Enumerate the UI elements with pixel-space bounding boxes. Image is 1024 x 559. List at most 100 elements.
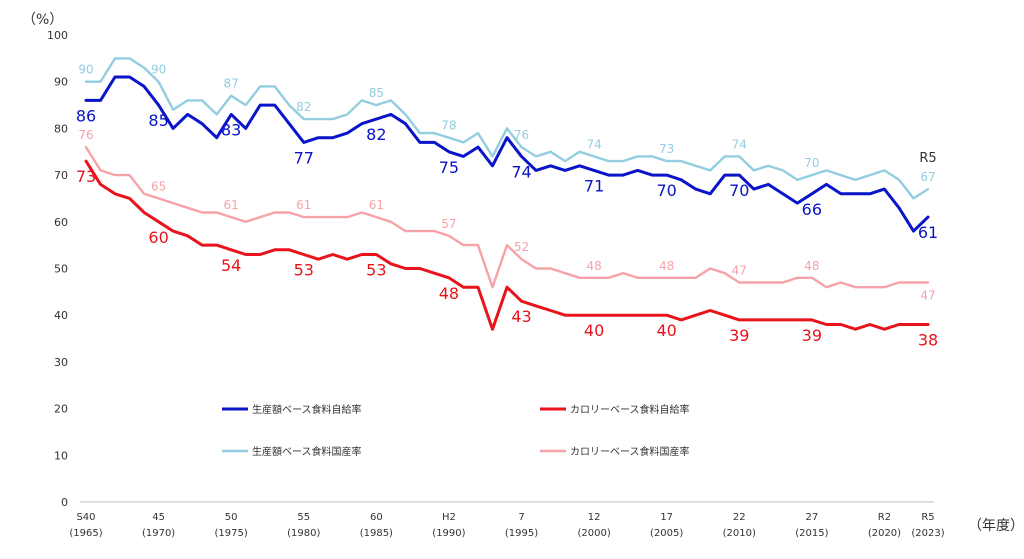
- legend-label: 生産額ベース食料自給率: [252, 403, 362, 416]
- axes: 0 10 20 30 40 50 60 70 80 90 100 S40 (1965) 45 (1970) 5…: [47, 29, 945, 539]
- x-tick-era-label: 7: [518, 512, 524, 523]
- x-tick-era-label: H2: [442, 512, 456, 523]
- series-lines: [84, 57, 930, 331]
- y-tick-label: 10: [54, 449, 68, 462]
- data-label: 77: [294, 148, 314, 167]
- legend-label: カロリーベース食料自給率: [570, 403, 690, 416]
- y-tick-label: 40: [54, 309, 68, 322]
- data-label: 38: [918, 331, 938, 350]
- data-label: 70: [804, 156, 819, 170]
- data-label: 76: [514, 128, 529, 142]
- data-label: 71: [584, 176, 604, 195]
- x-tick-year-label: (1970): [142, 528, 175, 539]
- data-label: 85: [369, 86, 384, 100]
- x-tick-era-label: 45: [152, 512, 165, 523]
- data-label: 53: [366, 260, 386, 279]
- data-label: 87: [224, 77, 239, 91]
- data-label: 82: [296, 100, 311, 114]
- data-label: 74: [732, 137, 747, 151]
- data-label: 70: [729, 181, 749, 200]
- y-tick-label: 20: [54, 403, 68, 416]
- x-tick-era-label: 12: [588, 512, 601, 523]
- data-label: 61: [918, 223, 938, 242]
- x-tick-year-label: (2005): [650, 528, 683, 539]
- x-tick-era-label: 27: [805, 512, 818, 523]
- data-label: 74: [586, 137, 601, 151]
- data-label: 70: [657, 181, 677, 200]
- x-tick-era-label: R5: [921, 512, 934, 523]
- data-label: 53: [294, 260, 314, 279]
- data-label: 57: [441, 217, 456, 231]
- data-label: 75: [439, 158, 459, 177]
- legend-label: カロリーベース食料国産率: [570, 445, 690, 458]
- x-tick-year-label: (1995): [505, 528, 538, 539]
- data-label: 52: [514, 240, 529, 254]
- end-year-label: R5: [919, 151, 936, 166]
- data-label: 76: [78, 128, 93, 142]
- data-label: 74: [511, 162, 531, 181]
- data-label: 40: [657, 321, 677, 340]
- y-tick-label: 90: [54, 76, 68, 89]
- series-line-3: [84, 159, 930, 331]
- data-labels: 90 90 87 82 85 78 76 74 73 74 70 67 86 85 83 77 82 75 74 71…: [76, 63, 938, 350]
- x-tick-era-label: 55: [297, 512, 310, 523]
- y-tick-label: 0: [61, 496, 68, 509]
- x-tick-year-label: (2023): [911, 528, 944, 539]
- data-label: 67: [920, 170, 935, 184]
- data-label: 61: [296, 198, 311, 212]
- data-label: 78: [441, 119, 456, 133]
- data-label: 90: [151, 63, 166, 77]
- data-label: 73: [76, 167, 96, 186]
- data-label: 83: [221, 120, 241, 139]
- data-label: 48: [439, 284, 459, 303]
- data-label: 48: [586, 259, 601, 273]
- data-label: 47: [920, 289, 935, 303]
- y-axis-title: （%）: [22, 12, 63, 28]
- data-label: 61: [224, 198, 239, 212]
- x-tick-year-label: (1975): [215, 528, 248, 539]
- series-line-1: [84, 75, 930, 233]
- y-tick-label: 80: [54, 122, 68, 135]
- x-tick-era-label: R2: [878, 512, 891, 523]
- x-tick-year-label: (2010): [723, 528, 756, 539]
- x-tick-year-label: (1985): [360, 528, 393, 539]
- data-label: 48: [659, 259, 674, 273]
- data-label: 43: [511, 307, 531, 326]
- data-label: 73: [659, 142, 674, 156]
- x-tick-era-label: 22: [733, 512, 746, 523]
- data-label: 90: [78, 63, 93, 77]
- series-line-2: [84, 145, 930, 289]
- data-label: 60: [148, 228, 168, 247]
- legend-label: 生産額ベース食料国産率: [252, 445, 362, 458]
- data-label: 48: [804, 259, 819, 273]
- x-tick-era-label: 17: [660, 512, 673, 523]
- x-axis-title: （年度）: [968, 518, 1024, 534]
- data-label: 86: [76, 106, 96, 125]
- x-tick-era-label: S40: [76, 512, 95, 523]
- data-label: 61: [369, 198, 384, 212]
- x-tick-year-label: (1965): [69, 528, 102, 539]
- y-tick-label: 50: [54, 263, 68, 276]
- series-line-0: [84, 57, 930, 200]
- x-tick-year-label: (1980): [287, 528, 320, 539]
- x-tick-year-label: (1990): [432, 528, 465, 539]
- data-label: 40: [584, 321, 604, 340]
- data-label: 39: [802, 326, 822, 345]
- y-tick-label: 60: [54, 216, 68, 229]
- y-tick-label: 100: [47, 29, 68, 42]
- data-label: 85: [148, 111, 168, 130]
- x-tick-year-label: (2000): [577, 528, 610, 539]
- data-label: 47: [732, 264, 747, 278]
- x-tick-era-label: 60: [370, 512, 383, 523]
- data-label: 82: [366, 125, 386, 144]
- data-label: 66: [802, 200, 822, 219]
- data-label: 65: [151, 179, 166, 193]
- x-tick-year-label: (2015): [795, 528, 828, 539]
- y-tick-label: 70: [54, 169, 68, 182]
- y-tick-label: 30: [54, 356, 68, 369]
- data-label: 54: [221, 256, 241, 275]
- x-tick-year-label: (2020): [868, 528, 901, 539]
